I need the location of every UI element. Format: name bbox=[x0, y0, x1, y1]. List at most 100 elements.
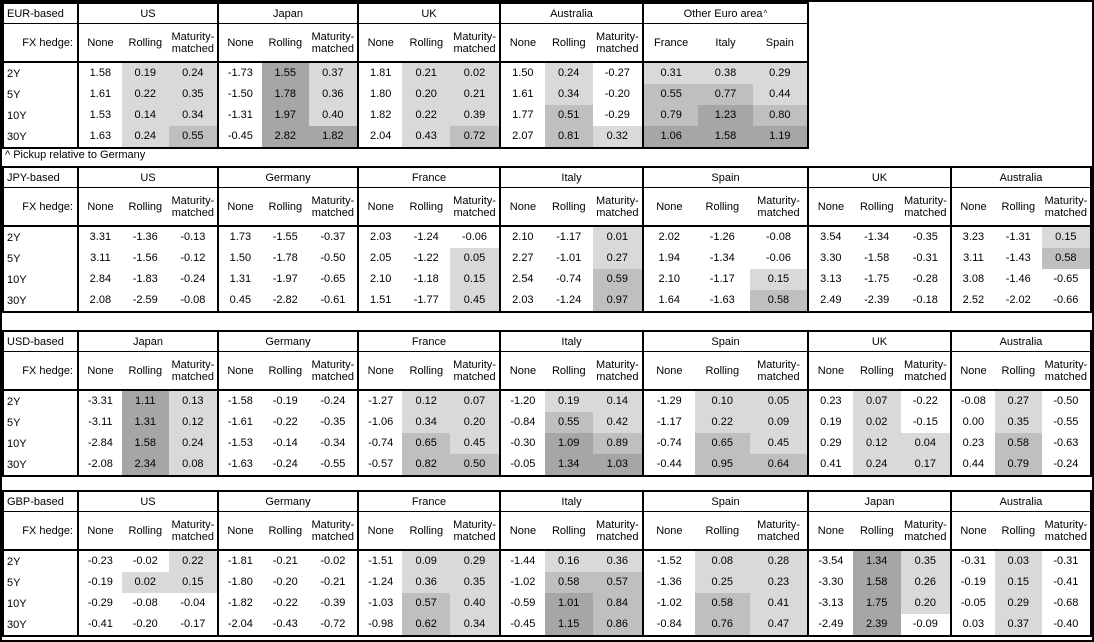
hedge-col-header: Maturity-matched bbox=[311, 194, 355, 219]
value-cell: -1.36 bbox=[132, 231, 158, 243]
value-cell: 0.86 bbox=[592, 614, 642, 635]
value-cell: 1.55 bbox=[261, 63, 309, 84]
group-cell: 2.03 -1.24 -0.06 bbox=[357, 227, 499, 248]
value-cell: 0.16 bbox=[544, 551, 593, 572]
data-row: 2Y -3.31 1.11 0.13 -1.58 -0.19 -0.24 -1.27 0.12 0… bbox=[4, 391, 1090, 412]
value-cell: 0.20 bbox=[900, 593, 950, 614]
hedge-col-header: Rolling bbox=[705, 200, 740, 213]
value-cell: -3.11 bbox=[88, 416, 113, 428]
value-cell: -0.12 bbox=[180, 252, 206, 264]
value-cell: -0.06 bbox=[765, 252, 792, 264]
group-cell: 2.07 0.81 0.32 bbox=[499, 126, 642, 147]
value-cell: -1.82 bbox=[227, 597, 253, 609]
hedge-col-header: None bbox=[227, 364, 254, 377]
group-cell: -0.74 0.65 0.45 bbox=[357, 433, 499, 454]
group-cell: -0.31 0.03 -0.31 bbox=[950, 551, 1090, 572]
group-cell: 1.31 -1.97 -0.65 bbox=[217, 269, 357, 290]
group-cell: 2.02 -1.26 -0.08 bbox=[642, 227, 807, 248]
group-cell: None Rolling Maturity-matched bbox=[642, 188, 807, 225]
value-cell: 0.01 bbox=[592, 227, 642, 248]
value-cell: 1.63 bbox=[89, 130, 112, 142]
group-cell: -1.06 0.34 0.20 bbox=[357, 412, 499, 433]
hedge-col-header: Maturity-matched bbox=[453, 30, 496, 55]
value-cell: 0.41 bbox=[749, 593, 807, 614]
value-cell: 0.22 bbox=[694, 412, 750, 433]
column-header-row: FX hedge: None Rolling Maturity-matched None… bbox=[4, 512, 1090, 551]
value-cell: -1.01 bbox=[556, 252, 582, 264]
value-cell: 0.79 bbox=[644, 105, 699, 126]
group-cell: 3.23 -1.31 0.15 bbox=[950, 227, 1090, 248]
value-cell: 1.31 bbox=[229, 273, 252, 285]
group-cell: 2.04 0.43 0.72 bbox=[357, 126, 499, 147]
hedge-col-header: Rolling bbox=[1001, 524, 1036, 537]
value-cell: 0.22 bbox=[402, 105, 450, 126]
value-cell: -0.23 bbox=[87, 555, 113, 567]
data-row: 10Y -2.84 1.58 0.24 -1.53 -0.14 -0.34 -0.74 0.65… bbox=[4, 433, 1090, 454]
value-cell: -0.74 bbox=[656, 437, 682, 449]
value-cell: -0.43 bbox=[272, 618, 298, 630]
group-cell: Spain bbox=[642, 168, 807, 187]
value-cell: -0.84 bbox=[510, 416, 536, 428]
group-cell: France bbox=[357, 168, 499, 187]
group-cell: 1.64 -1.63 0.58 bbox=[642, 290, 807, 311]
data-row: 30Y -0.41 -0.20 -0.17 -2.04 -0.43 -0.72 -0.98 0.… bbox=[4, 614, 1090, 635]
value-cell: 0.23 bbox=[749, 572, 807, 593]
hedge-col-header: None bbox=[509, 200, 537, 213]
value-cell: 1.09 bbox=[544, 433, 593, 454]
value-cell: -0.09 bbox=[912, 618, 938, 630]
value-cell: 0.34 bbox=[544, 84, 593, 105]
hedge-col-header: Maturity-matched bbox=[595, 30, 639, 55]
value-cell: -2.08 bbox=[87, 458, 113, 470]
hedge-col-header: None bbox=[87, 364, 114, 377]
value-cell: -0.30 bbox=[510, 437, 536, 449]
column-header-row: FX hedge: None Rolling Maturity-matched None… bbox=[4, 24, 807, 63]
value-cell: -0.63 bbox=[1053, 437, 1079, 449]
value-cell: 0.64 bbox=[749, 454, 807, 475]
group-cell: Italy bbox=[499, 168, 642, 187]
data-row: 5Y -0.19 0.02 0.15 -1.80 -0.20 -0.21 -1.24 0.36 0… bbox=[4, 572, 1090, 593]
value-cell: 0.35 bbox=[450, 572, 499, 593]
value-cell: -0.28 bbox=[912, 273, 938, 285]
value-cell: 0.35 bbox=[994, 412, 1042, 433]
group-cell: -0.74 0.65 0.45 bbox=[642, 433, 807, 454]
value-cell: 0.28 bbox=[749, 551, 807, 572]
value-cell: -2.04 bbox=[227, 618, 253, 630]
hedge-col-header: Maturity-matched bbox=[171, 30, 215, 55]
tenor-label: 30Y bbox=[7, 618, 27, 631]
group-cell: 1.51 -1.77 0.45 bbox=[357, 290, 499, 311]
hedge-col-header: Maturity-matched bbox=[757, 518, 800, 543]
tenor-label: 30Y bbox=[7, 130, 27, 143]
value-cell: 0.24 bbox=[852, 454, 901, 475]
value-cell: -1.50 bbox=[227, 88, 253, 100]
data-row: 30Y 2.08 -2.59 -0.08 0.45 -2.82 -0.61 1.51 -1.77… bbox=[4, 290, 1090, 311]
group-cell: Australia bbox=[950, 492, 1090, 511]
value-cell: 2.05 bbox=[369, 252, 392, 264]
value-cell: 0.40 bbox=[308, 105, 357, 126]
value-cell: 2.08 bbox=[89, 294, 112, 306]
value-cell: -0.45 bbox=[227, 130, 253, 142]
hedge-col-header: None bbox=[367, 524, 394, 537]
value-cell: -1.31 bbox=[1005, 231, 1031, 243]
value-cell: -0.41 bbox=[1053, 576, 1079, 588]
value-cell: -2.82 bbox=[272, 294, 298, 306]
hedge-col-header: Rolling bbox=[128, 524, 163, 537]
group-cell: -1.51 0.09 0.29 bbox=[357, 551, 499, 572]
hedge-col-header: None bbox=[227, 200, 254, 213]
value-cell: -0.72 bbox=[320, 618, 346, 630]
value-cell: 2.02 bbox=[658, 231, 680, 243]
value-cell: 0.65 bbox=[694, 433, 750, 454]
value-cell: -3.31 bbox=[87, 395, 113, 407]
group-cell: Germany bbox=[217, 168, 357, 187]
country-col-header: Spain bbox=[765, 36, 794, 49]
group-cell: 2.05 -1.22 0.05 bbox=[357, 248, 499, 269]
value-cell: -1.27 bbox=[368, 395, 394, 407]
value-cell: 0.04 bbox=[900, 433, 950, 454]
group-cell: 2.10 -1.17 0.15 bbox=[642, 269, 807, 290]
group-header-italy: Italy bbox=[561, 495, 582, 508]
group-cell: -2.08 2.34 0.08 bbox=[77, 454, 217, 475]
value-cell: -1.73 bbox=[227, 67, 253, 79]
value-cell: 0.58 bbox=[544, 572, 593, 593]
hedge-col-header: None bbox=[817, 364, 845, 377]
hedge-col-header: Maturity-matched bbox=[311, 30, 355, 55]
group-cell: 2.08 -2.59 -0.08 bbox=[77, 290, 217, 311]
